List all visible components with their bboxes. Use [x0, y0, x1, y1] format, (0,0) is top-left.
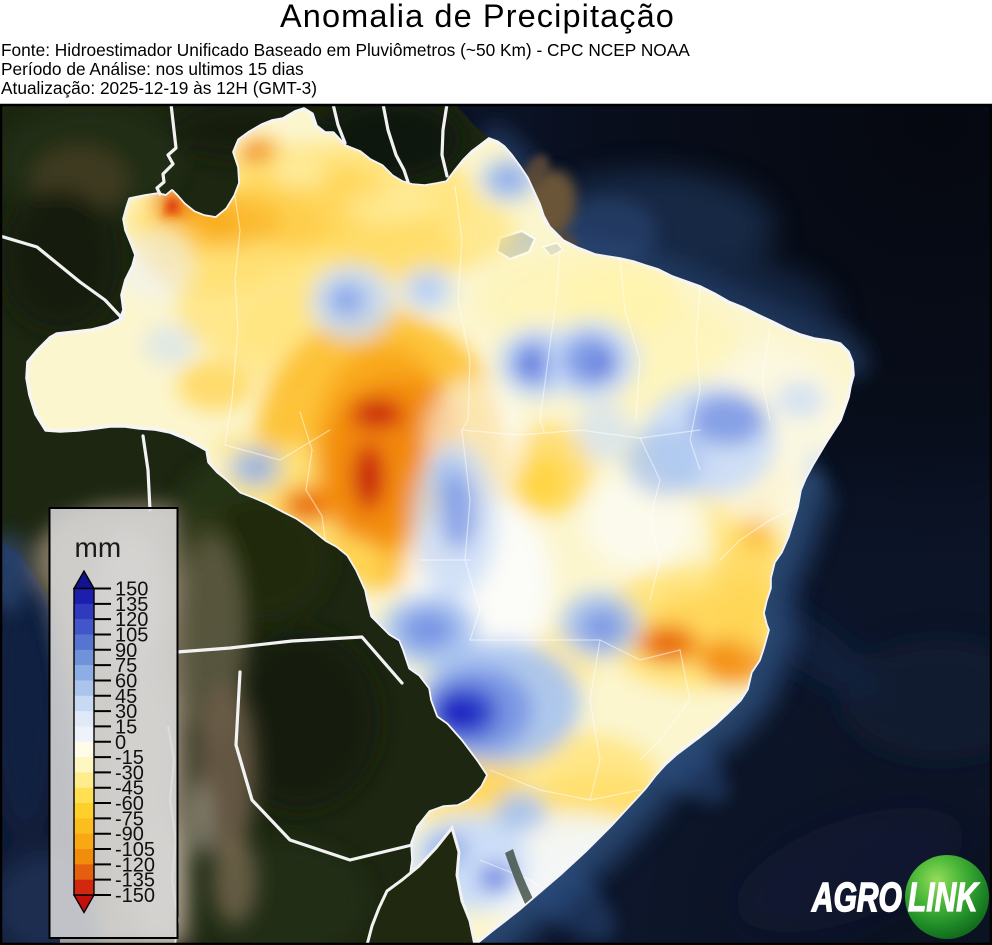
svg-text:-150: -150 — [115, 885, 155, 907]
svg-text:90: 90 — [115, 640, 137, 662]
svg-text:45: 45 — [115, 686, 137, 708]
svg-text:-30: -30 — [115, 762, 144, 784]
svg-text:-90: -90 — [115, 824, 144, 846]
svg-text:-60: -60 — [115, 793, 144, 815]
svg-text:-135: -135 — [115, 870, 155, 892]
svg-text:15: 15 — [115, 716, 137, 738]
svg-text:0: 0 — [115, 732, 126, 754]
svg-text:60: 60 — [115, 670, 137, 692]
svg-text:LINK: LINK — [908, 874, 980, 920]
svg-text:-105: -105 — [115, 839, 155, 861]
svg-text:120: 120 — [115, 609, 148, 631]
svg-text:-75: -75 — [115, 808, 144, 830]
svg-text:105: 105 — [115, 624, 148, 646]
svg-text:AGRO: AGRO — [811, 874, 902, 920]
svg-text:-45: -45 — [115, 778, 144, 800]
svg-text:mm: mm — [75, 532, 122, 563]
svg-text:135: 135 — [115, 594, 148, 616]
svg-text:30: 30 — [115, 701, 137, 723]
svg-text:150: 150 — [115, 579, 148, 601]
svg-text:75: 75 — [115, 655, 137, 677]
svg-text:-15: -15 — [115, 747, 144, 769]
svg-text:-120: -120 — [115, 854, 155, 876]
